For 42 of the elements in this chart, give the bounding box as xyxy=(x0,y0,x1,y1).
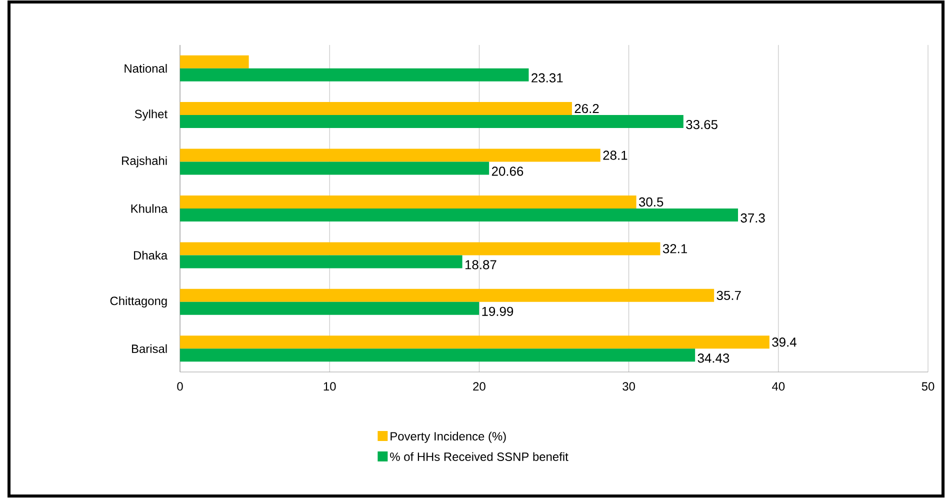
bar xyxy=(180,208,738,222)
y-tick-label: Sylhet xyxy=(134,109,168,121)
data-label: 39.4 xyxy=(772,338,796,347)
data-label: 26.2 xyxy=(574,104,599,114)
data-label: 37.3 xyxy=(740,213,765,223)
bar xyxy=(180,336,770,349)
y-tick-label: Barisal xyxy=(132,344,167,354)
y-tick-label: Chittagong xyxy=(110,296,167,308)
y-tick-label: National xyxy=(124,64,167,73)
data-label: 20.66 xyxy=(492,166,524,176)
bar xyxy=(180,162,490,175)
x-tick-label: 30 xyxy=(622,382,635,391)
legend-label: % of HHs Received SSNP benefit xyxy=(390,452,568,461)
y-tick-label: Khulna xyxy=(131,204,168,213)
bar xyxy=(180,115,684,128)
x-tick-label: 40 xyxy=(772,382,785,391)
x-tick-label: 50 xyxy=(922,382,934,391)
y-tick-label: Rajshahi xyxy=(122,156,167,168)
x-tick-label: 20 xyxy=(473,382,486,391)
data-label: 34.43 xyxy=(698,354,730,363)
bar xyxy=(180,195,636,208)
data-label: 33.65 xyxy=(686,120,718,130)
data-label: 35.7 xyxy=(716,290,741,300)
data-label: 19.99 xyxy=(482,306,514,316)
y-tick-label: Dhaka xyxy=(134,250,168,260)
data-label: 18.87 xyxy=(465,260,496,270)
legend-label: Poverty Incidence (%) xyxy=(390,432,506,443)
bar xyxy=(180,288,714,302)
data-label: 32.1 xyxy=(662,244,688,254)
data-label: 30.5 xyxy=(638,197,664,207)
bar xyxy=(180,68,529,82)
bar xyxy=(180,348,696,362)
bar xyxy=(180,302,480,315)
bar xyxy=(180,255,462,268)
x-tick-label: 10 xyxy=(324,382,336,391)
bar xyxy=(180,55,249,68)
bar xyxy=(180,242,660,256)
data-label: 23.31 xyxy=(532,73,563,82)
x-tick-label: 0 xyxy=(177,382,183,391)
data-label: 28.1 xyxy=(603,150,628,160)
bar xyxy=(180,148,600,162)
bar xyxy=(180,102,572,116)
